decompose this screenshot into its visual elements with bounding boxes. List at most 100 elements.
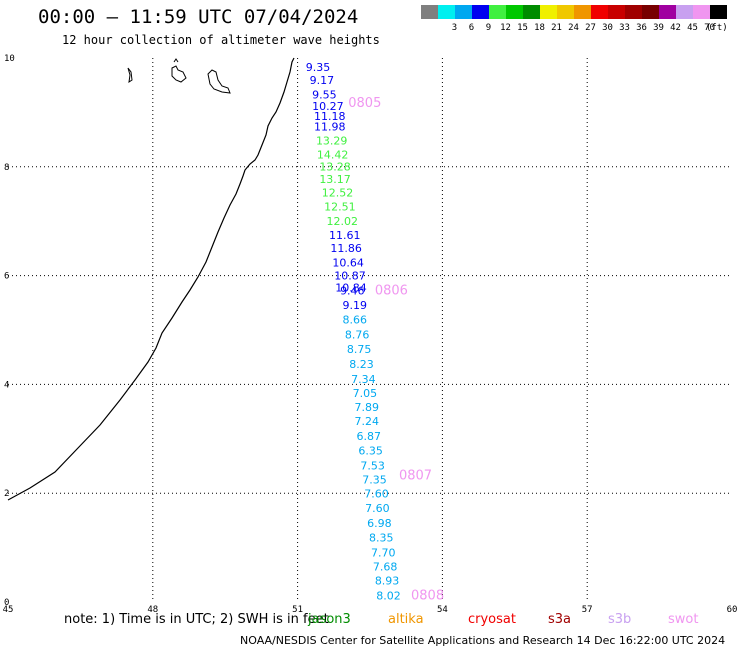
time-label: 0808	[411, 588, 444, 603]
swh-value: 7.70	[371, 546, 396, 559]
satellite-name: swot	[668, 612, 699, 627]
legend-swatch	[642, 5, 659, 19]
legend-swatch	[438, 5, 455, 19]
legend-label: 39	[653, 23, 664, 33]
swh-value: 13.29	[316, 134, 348, 147]
swh-value: 7.68	[373, 560, 398, 573]
legend-label: 3	[451, 23, 458, 33]
swh-value: 7.60	[365, 502, 390, 515]
islands	[127, 58, 231, 94]
satellite-name: cryosat	[468, 612, 516, 627]
swh-value: 7.34	[351, 373, 376, 386]
legend-label: 12	[500, 23, 511, 33]
legend-swatch	[574, 5, 591, 19]
swh-value: 7.24	[355, 415, 380, 428]
map-subtitle: 12 hour collection of altimeter wave hei…	[62, 33, 380, 47]
legend-label: 21	[551, 23, 562, 33]
coastline	[7, 57, 295, 501]
satellite-name: s3b	[608, 612, 632, 627]
swh-value: 6.35	[358, 445, 383, 458]
legend-label: 36	[636, 23, 647, 33]
y-tick-label: 8	[4, 163, 9, 173]
x-tick-label: 60	[727, 605, 738, 615]
legend-swatch	[506, 5, 523, 19]
swh-value: 8.76	[345, 329, 370, 342]
swh-value: 13.28	[319, 161, 351, 174]
swh-value: 10.27	[312, 100, 344, 113]
swh-value: 11.86	[330, 242, 362, 255]
y-tick-label: 4	[4, 380, 9, 390]
swh-value: 10.87	[334, 269, 366, 282]
swh-value: 8.66	[342, 313, 367, 326]
swh-value: 9.35	[306, 61, 331, 74]
x-tick-label: 54	[437, 605, 448, 615]
swh-value: 10.84	[335, 281, 367, 294]
legend-unit: (ft)	[706, 23, 728, 33]
legend-swatch	[472, 5, 489, 19]
swh-value: 7.89	[355, 401, 380, 414]
legend-label: 70	[704, 23, 715, 33]
swh-value: 14.42	[317, 149, 349, 162]
legend-swatch	[676, 5, 693, 19]
legend-swatch	[693, 5, 710, 19]
axis-ticks: 45 48 51 54 57 60 0 2 4 6 8 10	[3, 54, 738, 615]
legend-label: 30	[602, 23, 613, 33]
legend-label: 27	[585, 23, 596, 33]
swh-value: 12.52	[322, 187, 354, 200]
time-labels: 0805 0806 0807 0808	[348, 96, 444, 603]
swh-value: 6.87	[356, 430, 381, 443]
legend-swatch	[455, 5, 472, 19]
legend-swatch	[659, 5, 676, 19]
swh-value: 9.46	[340, 285, 365, 298]
x-tick-label: 57	[582, 605, 593, 615]
swh-value: 12.02	[327, 215, 359, 228]
time-label: 0807	[399, 469, 432, 484]
satellite-name: altika	[388, 612, 424, 627]
swh-value: 7.05	[353, 387, 378, 400]
map-grid	[8, 58, 732, 602]
y-tick-label: 0	[4, 598, 9, 608]
time-label: 0806	[375, 284, 408, 299]
legend-swatch	[540, 5, 557, 19]
island-2	[171, 65, 187, 83]
swh-value: 8.23	[349, 358, 374, 371]
swh-value: 7.53	[360, 459, 385, 472]
legend-label: 45	[687, 23, 698, 33]
swh-value: 9.17	[310, 74, 335, 87]
x-tick-label: 51	[292, 605, 303, 615]
swh-value: 7.60	[364, 488, 389, 501]
swh-value: 11.61	[329, 229, 361, 242]
satellite-name: s3a	[548, 612, 572, 627]
swh-value: 8.02	[376, 589, 401, 602]
x-tick-label: 48	[147, 605, 158, 615]
swh-value: 9.55	[312, 88, 337, 101]
legend-label: 6	[468, 23, 475, 33]
y-tick-label: 2	[4, 489, 9, 499]
swh-value: 11.18	[314, 110, 346, 123]
swh-value: 7.35	[362, 473, 387, 486]
legend-label: 9	[485, 23, 492, 33]
legend-swatch	[557, 5, 574, 19]
swh-value: 9.19	[342, 299, 367, 312]
island-3	[173, 58, 179, 63]
swh-value: 6.98	[367, 517, 392, 530]
swh-value: 10.64	[332, 256, 364, 269]
legend-swatch	[523, 5, 540, 19]
map-title: 00:00 – 11:59 UTC 07/04/2024	[38, 6, 359, 28]
legend-swatch	[625, 5, 642, 19]
island-1	[127, 67, 133, 84]
y-tick-label: 10	[4, 54, 15, 64]
time-label: 0805	[348, 96, 381, 111]
x-tick-label: 45	[3, 605, 14, 615]
legend-swatch	[489, 5, 506, 19]
footer-note: note: 1) Time is in UTC; 2) SWH is in fe…	[64, 612, 329, 627]
satellite-name: jason3	[308, 612, 351, 627]
swh-value: 8.93	[375, 575, 400, 588]
credit-line: NOAA/NESDIS Center for Satellite Applica…	[240, 634, 726, 647]
swh-value: 11.98	[314, 120, 346, 133]
legend-swatch	[591, 5, 608, 19]
legend-swatch	[608, 5, 625, 19]
legend-swatch	[421, 5, 438, 19]
